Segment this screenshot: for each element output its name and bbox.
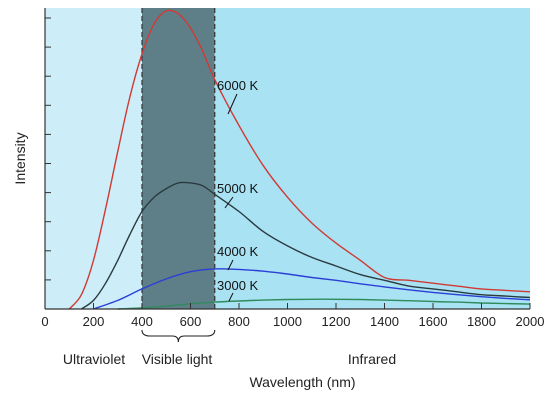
- curve-label-5000-k: 5000 K: [217, 181, 259, 196]
- curve-3000-k: [117, 298, 531, 310]
- curve-5000-k: [80, 181, 531, 310]
- x-axis-title: Wavelength (nm): [249, 374, 355, 390]
- curve-label-6000-k: 6000 K: [217, 78, 259, 93]
- curve-label-leader: [228, 292, 234, 302]
- curve-label-3000-k: 3000 K: [217, 278, 259, 293]
- axes: 0 200 400 600 800 1000 1200 1400 1600 1800 2000: [41, 8, 544, 329]
- x-tick-label: 2000: [516, 314, 545, 329]
- curve-label-leader: [227, 93, 238, 115]
- x-tick-label: 600: [180, 314, 202, 329]
- x-tick-label: 800: [228, 314, 250, 329]
- region-label-visible-light: Visible light: [142, 351, 213, 367]
- curve-4000-k: [93, 268, 531, 310]
- curve-label-leader: [224, 196, 234, 209]
- radiation-curves: [68, 9, 531, 310]
- region-ultraviolet: [45, 8, 142, 309]
- curve-label-leader: [227, 259, 234, 271]
- curve-label-4000-k: 4000 K: [217, 244, 259, 259]
- region-label-infrared: Infrared: [348, 351, 396, 367]
- spectrum-regions: [45, 8, 530, 309]
- x-tick-label: 1400: [370, 314, 399, 329]
- curve-6000-k: [68, 9, 531, 310]
- labels: Wavelength (nm) Intensity Ultraviolet Visib…: [12, 78, 396, 390]
- x-tick-label: 1800: [467, 314, 496, 329]
- x-tick-label: 200: [83, 314, 105, 329]
- visible-light-brace: [141, 329, 216, 343]
- x-tick-label: 1600: [419, 314, 448, 329]
- x-tick-label: 1000: [273, 314, 302, 329]
- region-infrared: [214, 8, 530, 309]
- x-tick-label: 0: [41, 314, 48, 329]
- x-tick-label: 1200: [322, 314, 351, 329]
- y-axis-title: Intensity: [12, 132, 28, 184]
- x-tick-label: 400: [131, 314, 153, 329]
- region-visible-light: [142, 8, 215, 309]
- region-label-ultraviolet: Ultraviolet: [63, 351, 125, 367]
